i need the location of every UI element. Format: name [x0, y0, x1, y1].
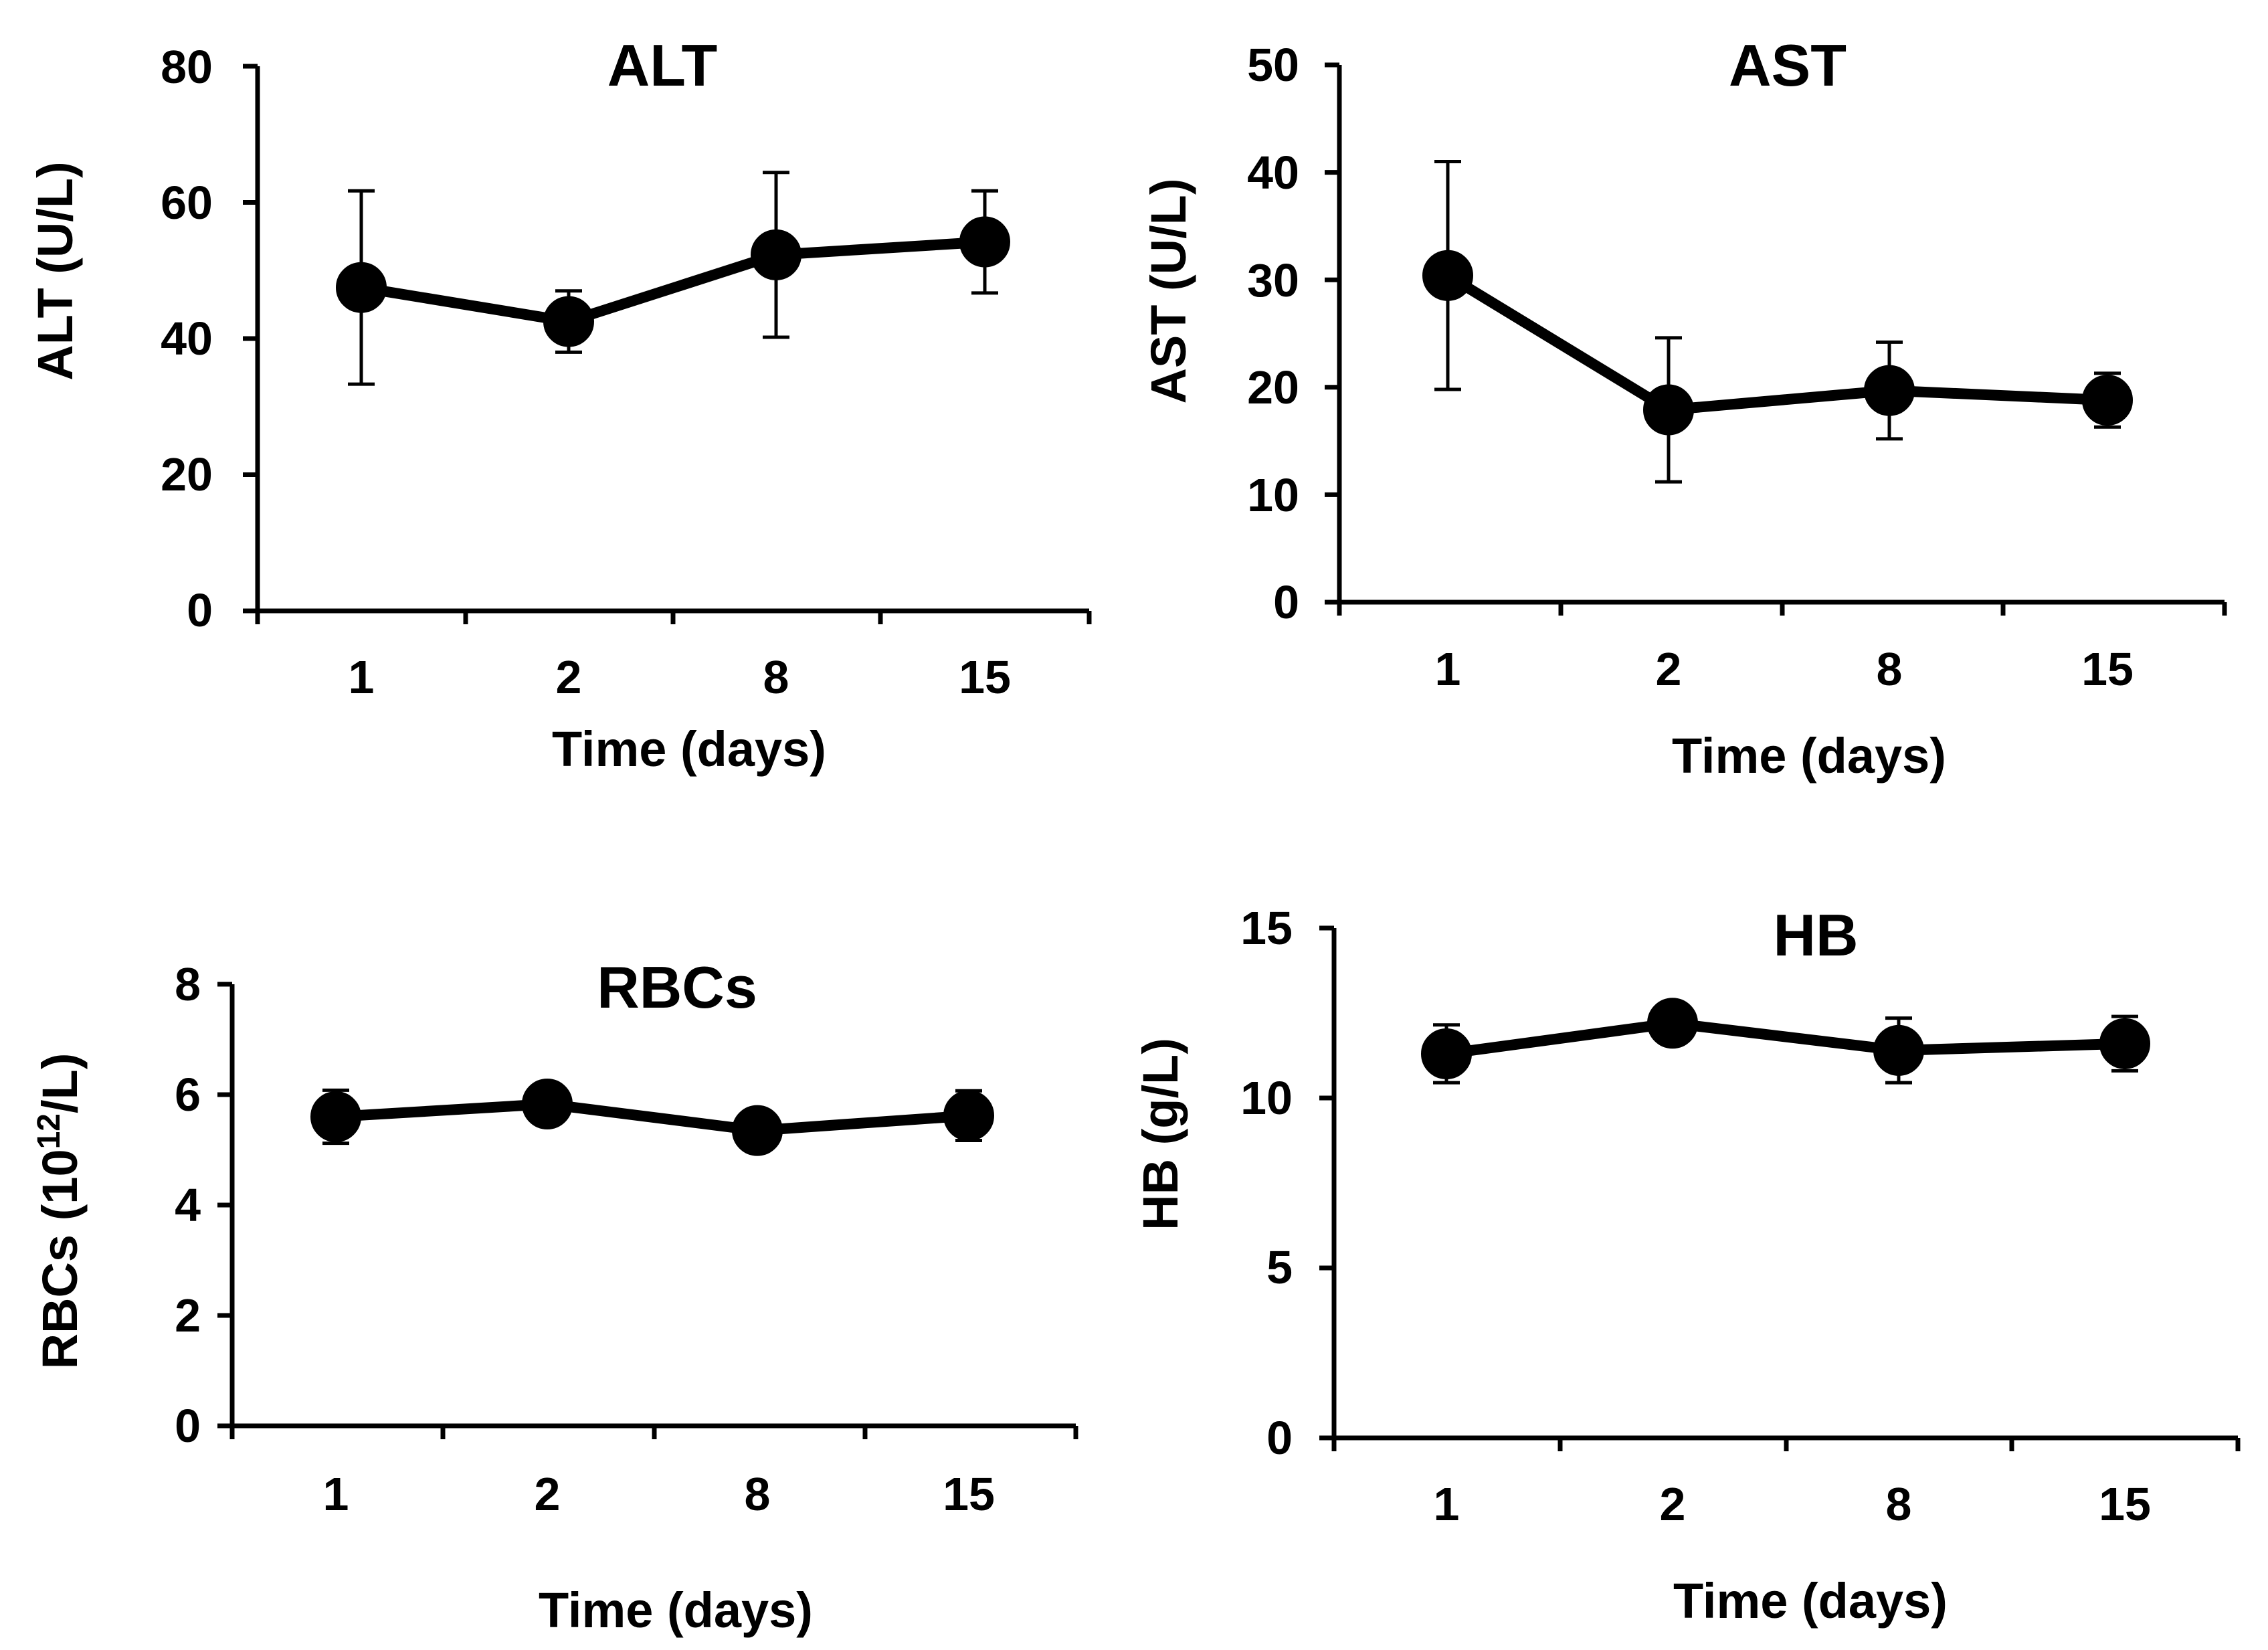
y-axis-label: AST (U/L): [1141, 178, 1196, 403]
y-axis-label: ALT (U/L): [27, 161, 83, 380]
y-tick-label: 0: [1266, 1412, 1293, 1464]
x-axis-label: Time (days): [539, 1582, 813, 1638]
x-tick-label: 2: [1656, 643, 1682, 695]
data-point: [522, 1079, 573, 1130]
plot-area: [1325, 62, 2227, 616]
y-tick-label: 0: [175, 1400, 201, 1452]
y-tick-label: 4: [175, 1179, 201, 1231]
x-tick-label: 15: [2099, 1478, 2151, 1530]
chart-title: RBCs: [597, 954, 757, 1020]
data-point: [1864, 365, 1915, 416]
data-point: [1873, 1024, 1924, 1076]
panel-ast: AST AST (U/L) Time (days) 50 40 30 20 10…: [1141, 32, 2227, 784]
x-tick-labels: 1 2 8 15: [323, 1468, 995, 1520]
x-tick-labels: 1 2 8 15: [1435, 643, 2134, 695]
plot-area: [243, 64, 1092, 624]
y-tick-label: 0: [187, 584, 213, 636]
x-tick-label: 15: [2081, 643, 2134, 695]
x-axis-label: Time (days): [552, 721, 826, 777]
y-tick-label: 80: [161, 41, 213, 93]
y-tick-labels: 50 40 30 20 10 0: [1247, 39, 1299, 628]
x-tick-label: 1: [1434, 1478, 1460, 1530]
y-axis-label-tail: /L): [32, 1053, 88, 1113]
data-point: [336, 262, 387, 313]
chart-title: AST: [1729, 32, 1847, 98]
x-tick-label: 15: [959, 651, 1011, 703]
x-tick-label: 1: [323, 1468, 349, 1520]
series-line: [330, 1099, 974, 1136]
y-tick-label: 0: [1273, 576, 1299, 628]
y-tick-label: 6: [175, 1069, 201, 1121]
y-tick-label: 2: [175, 1289, 201, 1342]
data-point: [1643, 384, 1694, 436]
x-tick-labels: 1 2 8 15: [349, 651, 1011, 703]
plot-area: [217, 982, 1078, 1439]
panel-alt: ALT ALT (U/L) Time (days) 80 60 40 20 0 …: [27, 32, 1092, 777]
y-tick-label: 20: [161, 448, 213, 500]
data-point: [732, 1105, 783, 1156]
y-tick-label: 20: [1247, 361, 1299, 414]
y-tick-label: 40: [1247, 147, 1299, 199]
data-point: [1647, 998, 1698, 1049]
data-point: [1422, 250, 1473, 301]
x-tick-label: 1: [349, 651, 375, 703]
y-tick-labels: 8 6 4 2 0: [175, 958, 201, 1452]
y-tick-label: 40: [161, 312, 213, 365]
data-point: [943, 1090, 994, 1141]
data-point: [310, 1091, 361, 1142]
chart-title: HB: [1773, 902, 1858, 968]
y-tick-labels: 80 60 40 20 0: [161, 41, 213, 636]
y-tick-label: 10: [1240, 1072, 1293, 1124]
y-tick-label: 50: [1247, 39, 1299, 91]
data-point: [959, 216, 1010, 268]
y-tick-label: 30: [1247, 254, 1299, 306]
x-tick-labels: 1 2 8 15: [1434, 1478, 2151, 1530]
data-point: [1421, 1028, 1472, 1079]
y-axis-label: HB (g/L): [1133, 1038, 1188, 1230]
y-tick-label: 60: [161, 177, 213, 229]
x-tick-label: 1: [1435, 643, 1461, 695]
data-point: [543, 296, 594, 347]
series-line: [1442, 270, 2113, 416]
x-tick-label: 2: [1660, 1478, 1686, 1530]
y-axis-label: RBCs (1012/L): [31, 1053, 88, 1370]
y-tick-labels: 15 10 5 0: [1240, 902, 1293, 1464]
series-line: [1441, 1018, 2130, 1059]
x-tick-label: 8: [763, 651, 789, 703]
y-tick-label: 10: [1247, 469, 1299, 521]
x-tick-label: 8: [1886, 1478, 1912, 1530]
y-tick-label: 5: [1266, 1241, 1293, 1293]
x-tick-label: 8: [1877, 643, 1903, 695]
panel-hb: HB HB (g/L) Time (days) 15 10 5 0 1 2 8 …: [1133, 902, 2241, 1629]
series-line: [356, 236, 990, 327]
panel-rbcs: RBCs RBCs (1012/L) Time (days) 8 6 4 2 0…: [31, 954, 1078, 1638]
x-tick-label: 15: [943, 1468, 995, 1520]
chart-title: ALT: [607, 32, 718, 98]
x-tick-label: 8: [745, 1468, 771, 1520]
data-point: [751, 229, 801, 280]
x-tick-label: 2: [535, 1468, 561, 1520]
data-point: [2082, 375, 2133, 426]
x-axis-label: Time (days): [1673, 1573, 1948, 1629]
data-point: [2099, 1018, 2150, 1069]
plot-area: [1319, 925, 2241, 1451]
x-tick-label: 2: [556, 651, 582, 703]
y-tick-label: 15: [1240, 902, 1293, 954]
y-axis-label-sup: 12: [31, 1113, 67, 1149]
x-axis-label: Time (days): [1672, 728, 1946, 784]
y-tick-label: 8: [175, 958, 201, 1010]
y-axis-label-main: RBCs (10: [32, 1149, 88, 1369]
